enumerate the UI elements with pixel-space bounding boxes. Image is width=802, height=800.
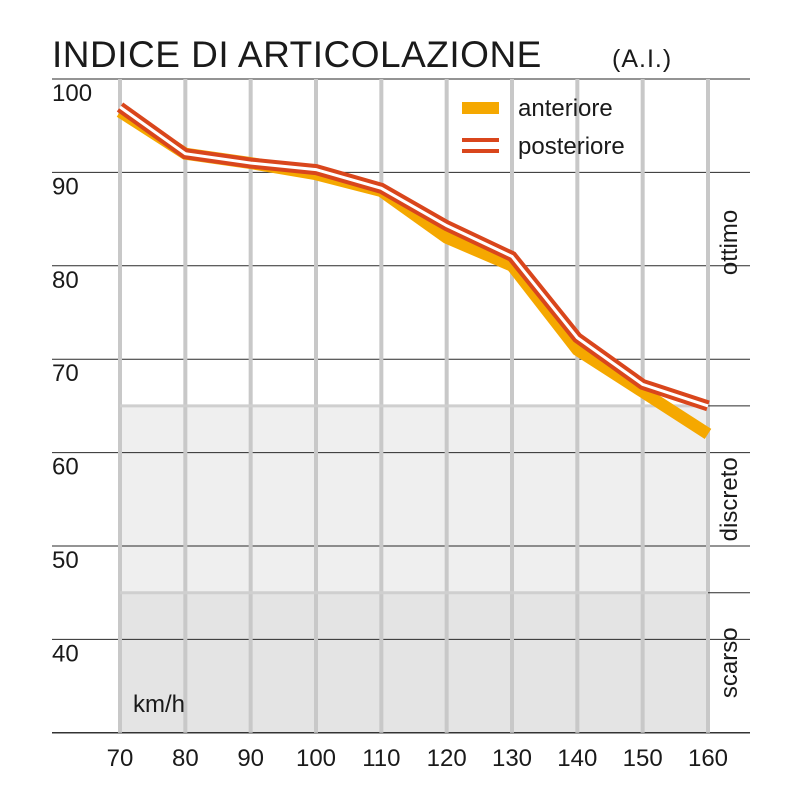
band-label-scarso: scarso [716,627,743,698]
x-axis-unit: km/h [133,691,185,718]
y-tick-60: 60 [52,454,79,481]
x-tick-100: 100 [296,745,336,772]
x-tick-80: 80 [172,745,199,772]
y-tick-40: 40 [52,640,79,667]
chart-subtitle: (A.I.) [612,45,672,73]
band-discreto [120,405,708,593]
y-tick-100: 100 [52,80,92,107]
chart-title: INDICE DI ARTICOLAZIONE [52,34,542,75]
horizontal-gridlines [52,78,750,734]
y-tick-80: 80 [52,267,79,294]
series-lines [116,102,712,439]
legend-label-anteriore: anteriore [518,95,613,122]
band-label-discreto: discreto [716,457,743,541]
legend-label-posteriore: posteriore [518,133,625,160]
x-axis-ticks: 70 80 90 100 110 120 130 140 150 160 [107,745,728,772]
y-tick-70: 70 [52,360,79,387]
band-labels: ottimo discreto scarso [716,210,743,698]
x-tick-110: 110 [362,745,400,772]
x-tick-70: 70 [107,745,134,772]
x-tick-120: 120 [427,745,467,772]
band-dividers [120,404,750,595]
x-tick-90: 90 [237,745,264,772]
y-tick-90: 90 [52,173,79,200]
x-tick-140: 140 [557,745,597,772]
legend: anteriore posteriore [462,95,625,160]
quality-bands [120,405,708,733]
x-tick-130: 130 [492,745,532,772]
y-tick-50: 50 [52,547,79,574]
series-line-posteriore-inner [119,105,709,408]
x-tick-160: 160 [688,745,728,772]
band-label-ottimo: ottimo [716,210,743,275]
band-scarso [120,592,708,733]
x-tick-150: 150 [623,745,663,772]
legend-swatch-anteriore [462,102,499,114]
y-axis-ticks: 40 50 60 70 80 90 100 [52,80,92,667]
